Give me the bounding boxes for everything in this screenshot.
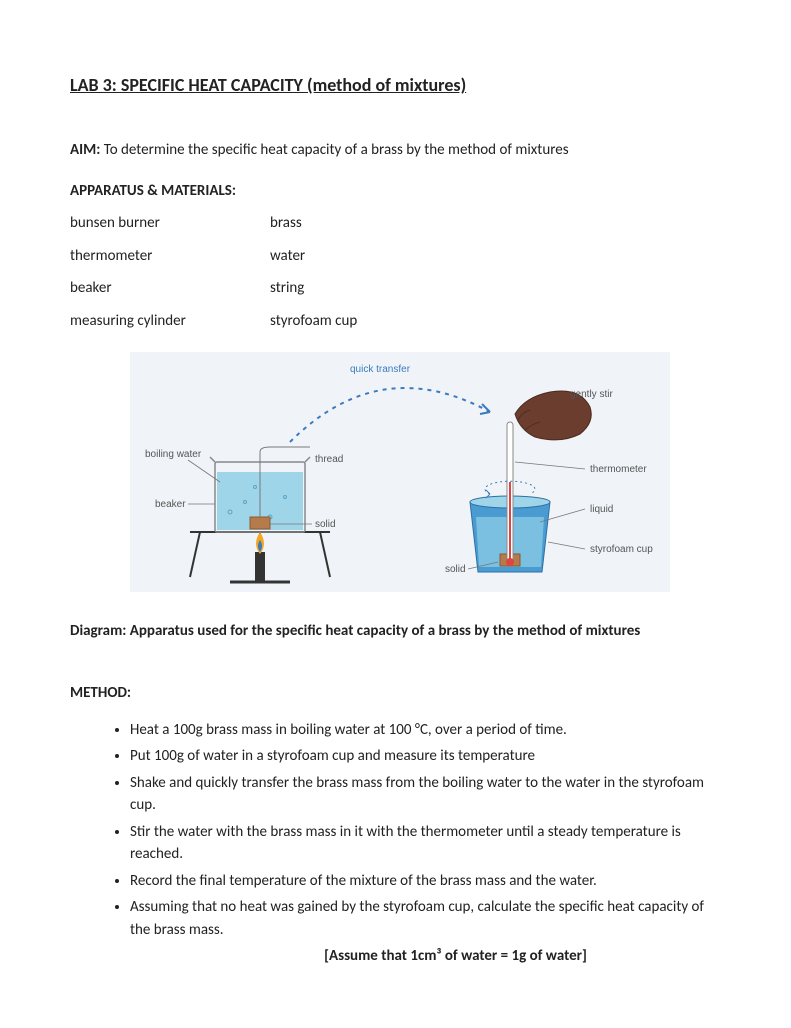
label-solid-right: solid	[445, 564, 466, 575]
apparatus-row: beaker string	[70, 277, 721, 300]
apparatus-row: measuring cylinder styrofoam cup	[70, 310, 721, 333]
apparatus-cell: string	[270, 277, 304, 300]
aim-section: AIM: To determine the specific heat capa…	[70, 139, 721, 162]
apparatus-cell: beaker	[70, 277, 270, 300]
label-styrofoam-cup: styrofoam cup	[590, 544, 653, 555]
label-boiling-water: boiling water	[145, 449, 202, 460]
label-beaker: beaker	[155, 499, 186, 510]
diagram-caption: Diagram: Apparatus used for the specific…	[70, 620, 721, 643]
method-item: Stir the water with the brass mass in it…	[130, 821, 721, 866]
apparatus-row: bunsen burner brass	[70, 212, 721, 235]
apparatus-row: thermometer water	[70, 245, 721, 268]
page-title: LAB 3: SPECIFIC HEAT CAPACITY (method of…	[70, 72, 721, 99]
label-gently-stir: gently stir	[570, 389, 613, 400]
apparatus-cell: brass	[270, 212, 302, 235]
label-solid-left: solid	[315, 519, 336, 530]
apparatus-cell: water	[270, 245, 305, 268]
apparatus-diagram: boiling water thread beaker solid quick …	[70, 342, 721, 610]
apparatus-cell: bunsen burner	[70, 212, 270, 235]
apparatus-cell: styrofoam cup	[270, 310, 357, 333]
apparatus-label: APPARATUS & MATERIALS:	[70, 180, 721, 203]
label-quick-transfer: quick transfer	[350, 364, 411, 375]
method-item: Record the final temperature of the mixt…	[130, 870, 721, 893]
method-list: Heat a 100g brass mass in boiling water …	[70, 719, 721, 942]
aim-text: To determine the specific heat capacity …	[100, 141, 568, 159]
label-thread: thread	[315, 454, 343, 465]
apparatus-cell: measuring cylinder	[70, 310, 270, 333]
method-item: Shake and quickly transfer the brass mas…	[130, 772, 721, 817]
method-item: Heat a 100g brass mass in boiling water …	[130, 719, 721, 742]
method-label: METHOD:	[70, 682, 721, 705]
label-thermometer: thermometer	[590, 464, 647, 475]
method-item: Assuming that no heat was gained by the …	[130, 896, 721, 941]
label-liquid: liquid	[590, 504, 613, 515]
method-item: Put 100g of water in a styrofoam cup and…	[130, 745, 721, 768]
aim-label: AIM:	[70, 141, 100, 159]
method-assumption: [Assume that 1cm³ of water = 1g of water…	[190, 945, 721, 968]
diagram-svg: boiling water thread beaker solid quick …	[70, 342, 690, 602]
apparatus-cell: thermometer	[70, 245, 270, 268]
apparatus-table: bunsen burner brass thermometer water be…	[70, 212, 721, 332]
